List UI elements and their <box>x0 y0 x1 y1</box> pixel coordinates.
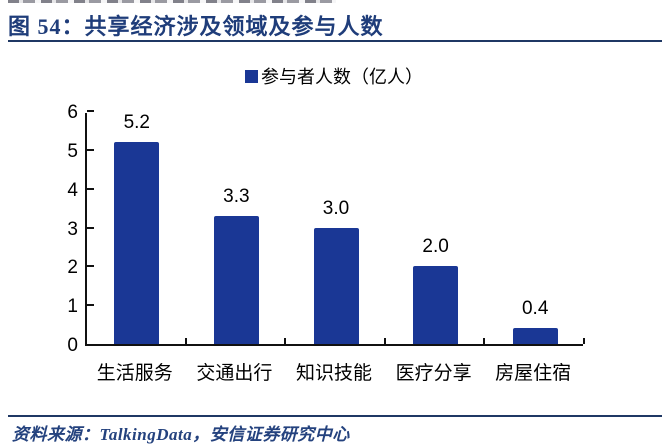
bar-生活服务 <box>114 142 160 344</box>
legend-swatch-icon <box>245 69 258 83</box>
bar-value-label: 3.3 <box>223 185 250 207</box>
x-axis-tick <box>284 338 287 344</box>
bar-value-label: 3.0 <box>322 197 350 219</box>
chart-legend: 参与者人数（亿人） <box>85 64 583 88</box>
bar-交通出行 <box>213 215 259 344</box>
x-axis-tick <box>483 338 486 344</box>
y-tick-label: 2 <box>67 257 78 279</box>
y-axis-tick <box>87 265 94 268</box>
y-axis-tick <box>87 110 94 112</box>
x-axis-tick <box>383 338 386 344</box>
y-axis-tick-labels: 0 1 2 3 4 5 6 <box>0 103 78 356</box>
title-divider <box>8 40 662 42</box>
y-axis-tick <box>87 187 94 190</box>
source-attribution: 资料来源：TalkingData，安信证券研究中心 <box>12 425 350 444</box>
legend-label: 参与者人数（亿人） <box>261 67 423 87</box>
category-label: 交通出行 <box>196 363 273 384</box>
bar-value-label: 5.2 <box>123 112 150 134</box>
cropped-content-artifact <box>8 0 336 3</box>
bar-医疗分享 <box>413 266 459 344</box>
y-axis-tick <box>87 304 94 307</box>
x-axis-tick <box>583 338 585 344</box>
bar-知识技能 <box>313 227 359 344</box>
y-tick-label: 1 <box>67 296 78 318</box>
y-tick-label: 0 <box>67 335 78 356</box>
category-label: 医疗分享 <box>395 363 472 384</box>
bar-chart: 0 1 2 3 4 5 6 5.2 3.3 3.0 2.0 0.4 生活服务 交通出行 知识技能 医疗分享… <box>0 103 585 384</box>
bar-value-label: 2.0 <box>422 236 449 258</box>
y-tick-label: 4 <box>67 179 78 201</box>
plot-area: 5.2 3.3 3.0 2.0 0.4 <box>85 110 585 346</box>
x-axis-tick <box>184 338 187 344</box>
figure-title: 图 54：共享经济涉及领域及参与人数 <box>8 14 384 39</box>
y-axis-tick <box>87 226 94 229</box>
y-axis-tick <box>87 148 94 151</box>
y-tick-label: 6 <box>67 102 78 123</box>
footer-divider <box>8 415 662 417</box>
category-label: 生活服务 <box>96 363 173 384</box>
category-label: 房屋住宿 <box>495 363 572 384</box>
bar-value-label: 0.4 <box>521 298 549 320</box>
category-label: 知识技能 <box>295 363 372 384</box>
bar-房屋住宿 <box>512 328 558 344</box>
x-axis-category-labels: 生活服务 交通出行 知识技能 医疗分享 房屋住宿 <box>85 358 583 384</box>
y-tick-label: 3 <box>67 218 78 240</box>
y-tick-label: 5 <box>67 140 78 162</box>
